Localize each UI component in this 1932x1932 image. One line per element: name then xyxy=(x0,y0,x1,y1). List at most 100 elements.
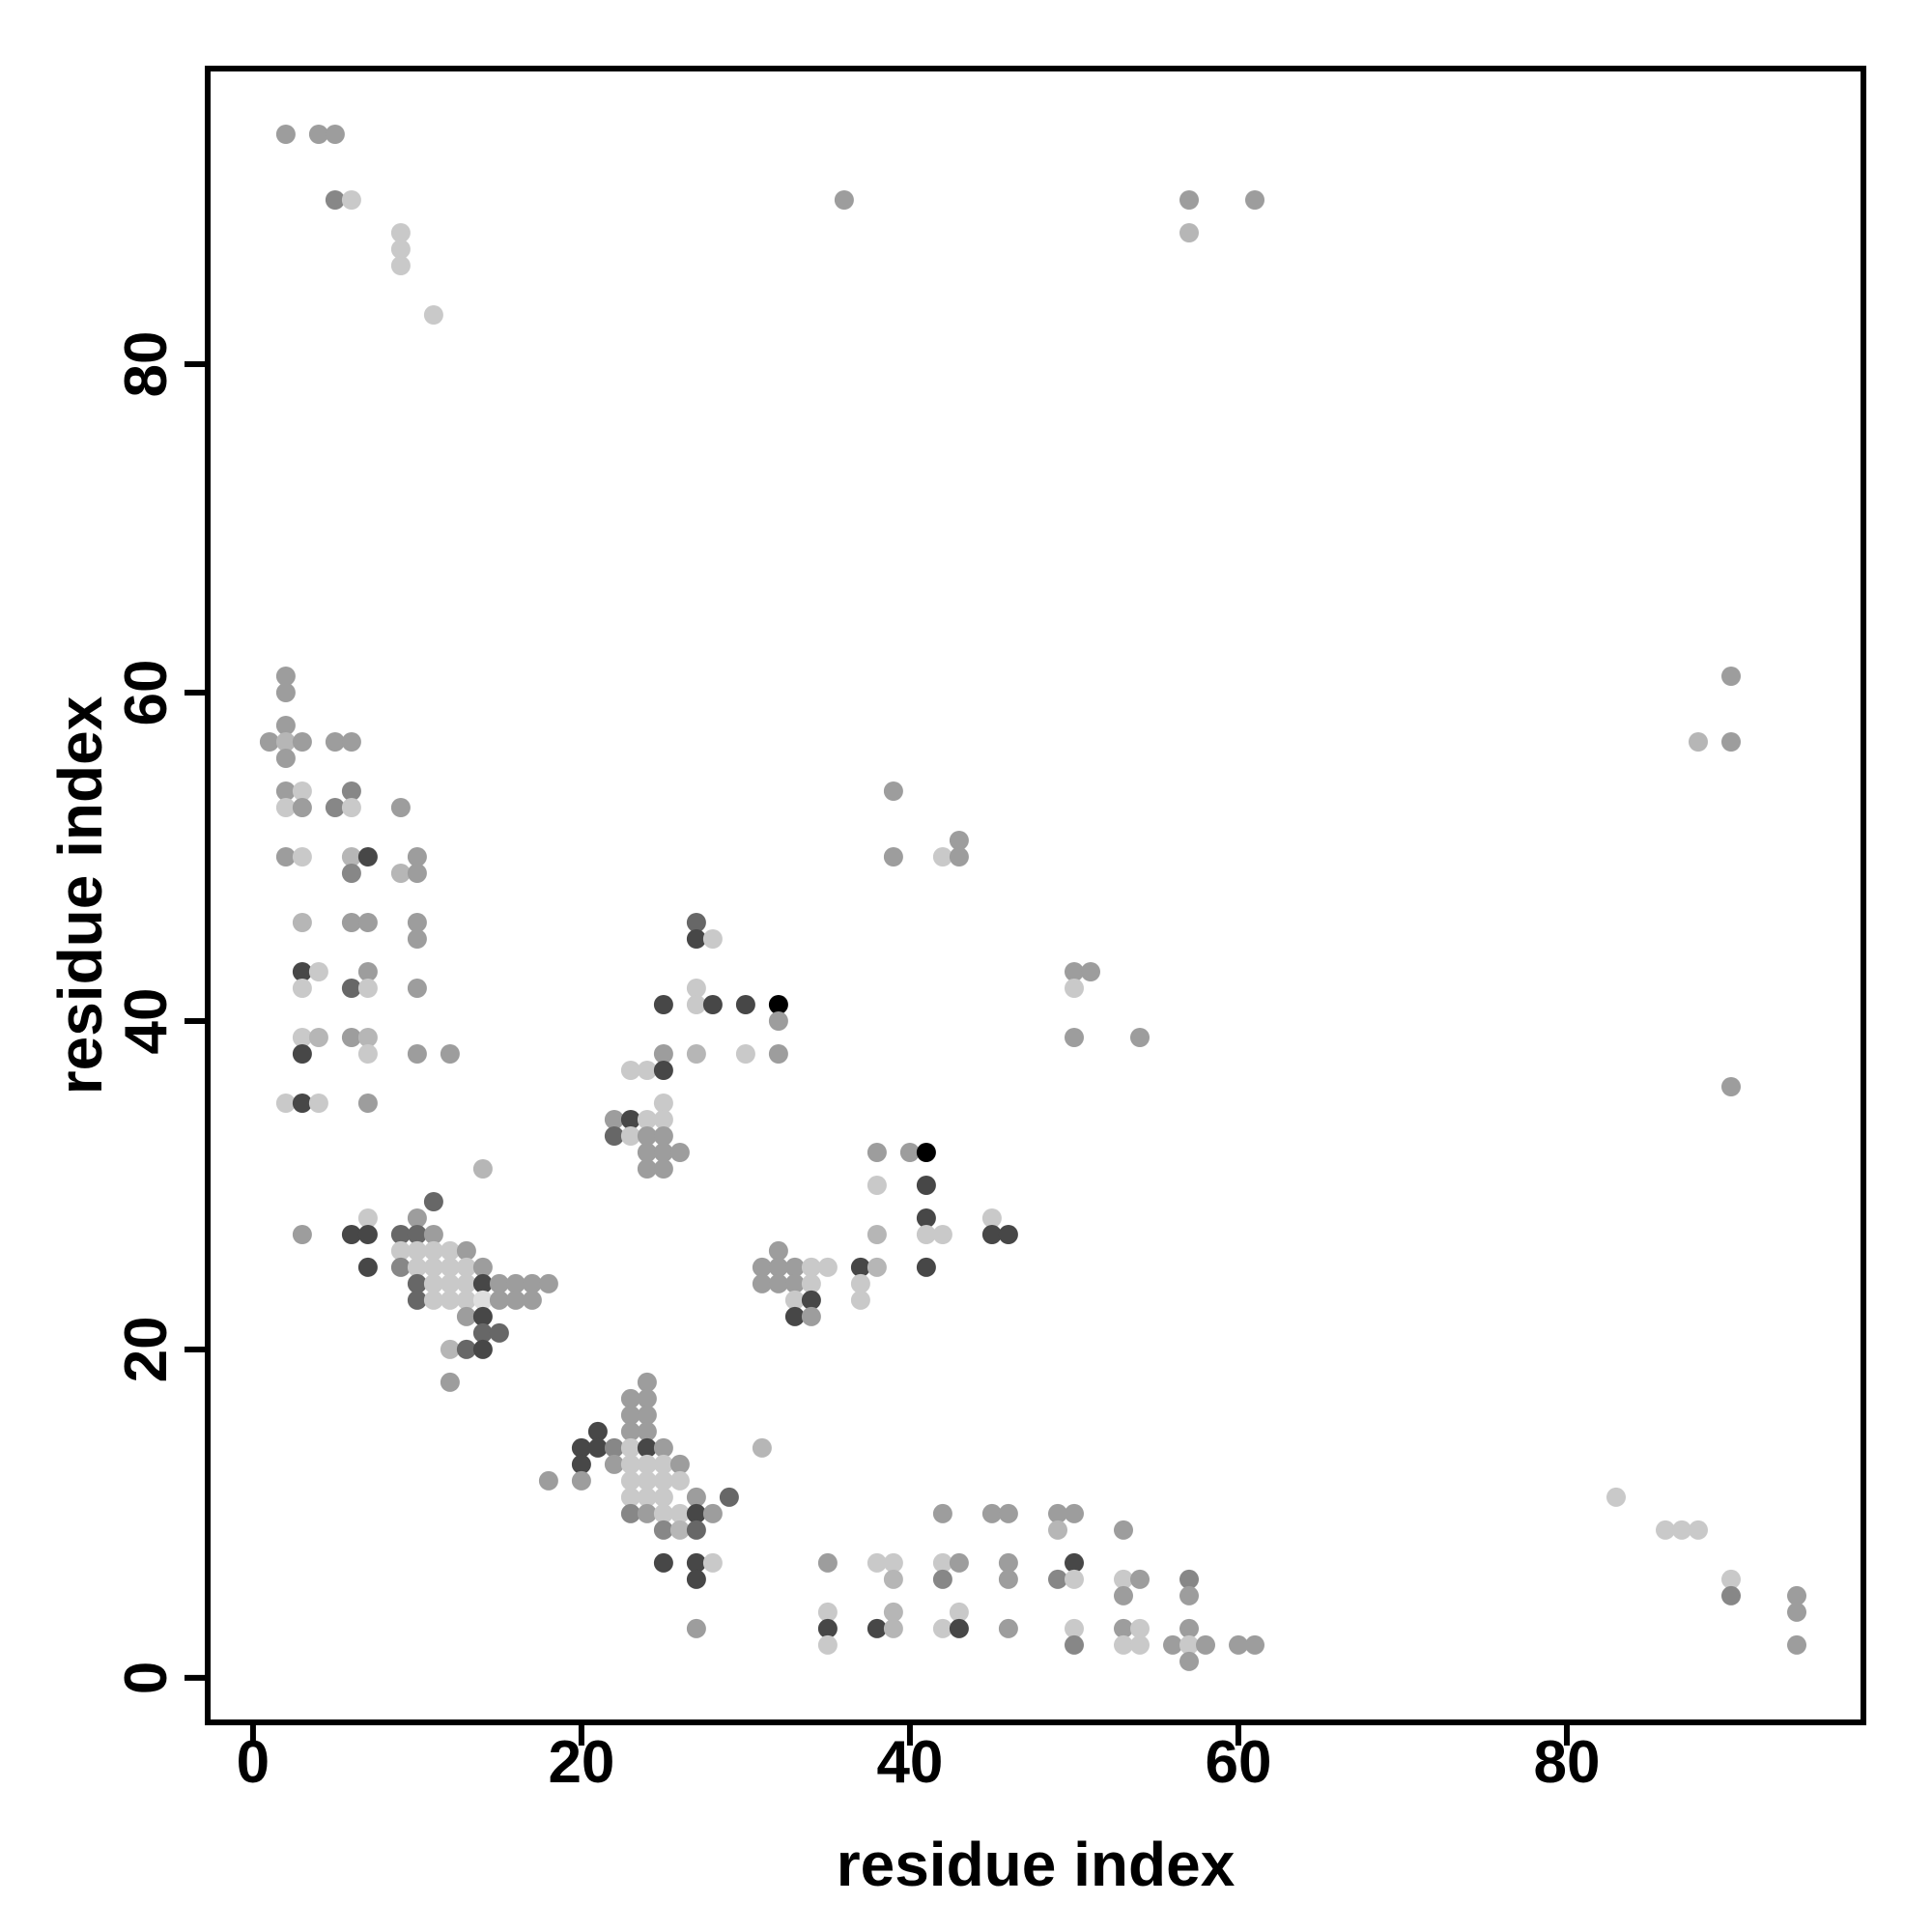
data-point xyxy=(390,1257,411,1277)
data-point xyxy=(883,1602,903,1622)
data-point xyxy=(801,1306,821,1326)
data-point xyxy=(292,962,312,981)
x-tick-label: 20 xyxy=(548,1729,614,1796)
x-tick-label: 40 xyxy=(876,1729,943,1796)
data-point xyxy=(489,1290,509,1310)
data-point xyxy=(1114,1520,1133,1540)
data-point xyxy=(440,1290,460,1310)
data-point xyxy=(784,1273,805,1293)
data-point xyxy=(472,1257,493,1277)
data-point xyxy=(686,1044,706,1064)
data-point xyxy=(472,1322,493,1343)
data-point xyxy=(275,847,296,867)
data-point xyxy=(637,1126,657,1146)
data-point xyxy=(341,1225,361,1244)
data-point xyxy=(637,1061,657,1080)
data-point xyxy=(440,1372,460,1392)
data-point xyxy=(505,1273,526,1293)
data-point xyxy=(357,962,378,981)
data-point xyxy=(620,1126,640,1146)
data-point xyxy=(686,1552,706,1573)
data-point xyxy=(1114,1569,1133,1589)
data-point xyxy=(637,1405,657,1425)
data-point xyxy=(817,1257,838,1277)
data-point xyxy=(702,995,723,1014)
data-point xyxy=(653,1454,673,1474)
data-point xyxy=(292,847,312,867)
data-point xyxy=(1065,1634,1084,1655)
data-point xyxy=(916,1208,936,1228)
data-point xyxy=(390,798,411,817)
data-point xyxy=(932,847,952,867)
data-point xyxy=(325,798,345,817)
data-point xyxy=(1081,962,1100,981)
data-point xyxy=(850,1257,870,1277)
data-point xyxy=(702,1552,723,1573)
data-point xyxy=(390,256,411,275)
data-point xyxy=(949,1602,969,1622)
data-point xyxy=(423,305,443,325)
data-point xyxy=(1179,1651,1199,1671)
data-point xyxy=(407,929,427,949)
data-point xyxy=(522,1273,542,1293)
data-point xyxy=(456,1290,476,1310)
data-point xyxy=(916,1225,936,1244)
data-point xyxy=(735,1044,755,1064)
data-point xyxy=(1689,1520,1708,1540)
data-point xyxy=(472,1339,493,1359)
data-point xyxy=(390,223,411,242)
data-point xyxy=(686,929,706,949)
x-tick-label: 80 xyxy=(1533,1729,1600,1796)
data-point xyxy=(932,1225,952,1244)
data-point xyxy=(1245,190,1264,210)
data-point xyxy=(669,1454,690,1474)
data-point xyxy=(440,1339,460,1359)
data-point xyxy=(817,1634,838,1655)
data-point xyxy=(653,1126,673,1146)
data-point xyxy=(357,1094,378,1113)
data-point xyxy=(325,125,345,144)
data-point xyxy=(620,1061,640,1080)
data-point xyxy=(292,1225,312,1244)
data-point xyxy=(308,1094,328,1113)
data-point xyxy=(341,781,361,801)
y-axis-title: residue index xyxy=(45,696,115,1094)
data-point xyxy=(883,847,903,867)
y-tick-label: 20 xyxy=(113,1316,180,1382)
data-point xyxy=(801,1273,821,1293)
data-point xyxy=(653,1094,673,1113)
data-point xyxy=(292,1044,312,1064)
data-point xyxy=(292,979,312,998)
data-point xyxy=(522,1290,542,1310)
data-point xyxy=(784,1257,805,1277)
data-point xyxy=(423,1192,443,1211)
data-point xyxy=(768,1240,788,1261)
data-point xyxy=(407,1208,427,1228)
data-point xyxy=(817,1602,838,1622)
data-point xyxy=(357,1225,378,1244)
data-point xyxy=(440,1273,460,1293)
data-point xyxy=(341,190,361,210)
data-point xyxy=(538,1273,558,1293)
data-point xyxy=(998,1569,1018,1589)
data-point xyxy=(653,1552,673,1573)
data-point xyxy=(341,979,361,998)
data-point xyxy=(686,995,706,1014)
data-point xyxy=(1179,223,1199,242)
data-point xyxy=(390,1225,411,1244)
data-point xyxy=(686,979,706,998)
y-tick-label: 80 xyxy=(113,331,180,398)
data-point xyxy=(867,1176,887,1195)
data-point xyxy=(1672,1520,1691,1540)
data-point xyxy=(1787,1634,1806,1655)
data-point xyxy=(1130,1028,1150,1047)
data-point xyxy=(883,781,903,801)
data-point xyxy=(1179,190,1199,210)
data-point xyxy=(1065,962,1084,981)
data-point xyxy=(407,1044,427,1064)
data-point xyxy=(752,1273,772,1293)
data-point xyxy=(686,1569,706,1589)
data-point xyxy=(423,1290,443,1310)
data-point xyxy=(637,1454,657,1474)
